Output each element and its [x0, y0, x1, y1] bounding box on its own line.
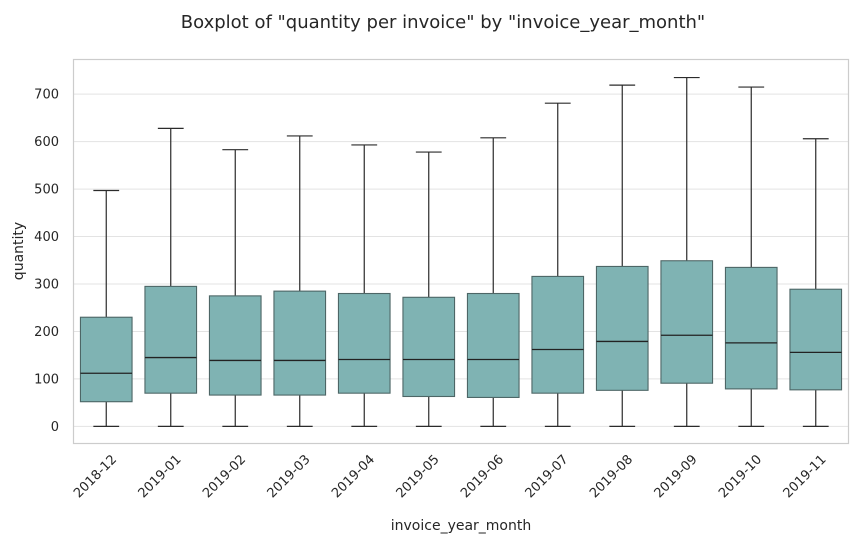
box-2019-06	[466, 137, 520, 427]
box-2019-11	[789, 138, 843, 427]
box-2019-08	[595, 84, 649, 427]
y-tick-label: 0	[51, 420, 59, 435]
x-tick-label: 2019-02	[200, 452, 249, 501]
y-tick-label: 500	[34, 183, 59, 198]
iqr-box	[208, 295, 262, 396]
box-2018-12	[79, 189, 133, 427]
y-tick-label: 700	[34, 88, 59, 103]
y-tick-labels: 0 100 200 300 400 500 600 700	[34, 88, 59, 435]
iqr-box	[724, 266, 778, 390]
iqr-box	[595, 265, 649, 391]
plot-frame	[72, 58, 850, 445]
gridlines	[74, 93, 848, 427]
y-tick-label: 300	[34, 278, 59, 293]
box-2019-09	[660, 76, 714, 427]
x-tick-label: 2019-05	[394, 452, 443, 501]
x-tick-label: 2019-01	[136, 452, 185, 501]
y-tick-label: 600	[34, 135, 59, 150]
x-tick-label: 2019-10	[716, 452, 765, 501]
x-tick-label: 2019-04	[329, 452, 378, 501]
iqr-box	[79, 316, 133, 403]
iqr-box	[531, 275, 585, 394]
x-tick-label: 2019-06	[458, 452, 507, 501]
x-tick-labels: 2018-12 2019-01 2019-02 2019-03 2019-04 2019-…	[71, 452, 830, 501]
box-2019-01	[144, 127, 198, 427]
y-tick-label: 400	[34, 230, 59, 245]
iqr-box	[337, 292, 391, 394]
box-2019-02	[208, 149, 262, 427]
box-2019-05	[402, 151, 456, 427]
box-2019-10	[724, 86, 778, 427]
y-axis-label: quantity	[11, 222, 27, 280]
box-2019-03	[273, 135, 327, 427]
iqr-box	[273, 290, 327, 396]
y-tick-label: 200	[34, 325, 59, 340]
chart-title: Boxplot of "quantity per invoice" by "in…	[181, 12, 705, 33]
x-tick-label: 2018-12	[71, 452, 120, 501]
iqr-box	[660, 260, 714, 384]
boxes	[79, 76, 843, 427]
x-tick-label: 2019-11	[781, 452, 830, 501]
x-tick-label: 2019-09	[652, 452, 701, 501]
iqr-box	[402, 296, 456, 398]
box-2019-07	[531, 102, 585, 427]
box-2019-04	[337, 144, 391, 427]
x-axis-label: invoice_year_month	[391, 518, 532, 534]
x-tick-label: 2019-03	[265, 452, 314, 501]
x-tick-label: 2019-08	[587, 452, 636, 501]
iqr-box	[466, 292, 520, 398]
y-tick-label: 100	[34, 372, 59, 387]
iqr-box	[789, 288, 843, 391]
iqr-box	[144, 285, 198, 394]
x-tick-label: 2019-07	[523, 452, 572, 501]
